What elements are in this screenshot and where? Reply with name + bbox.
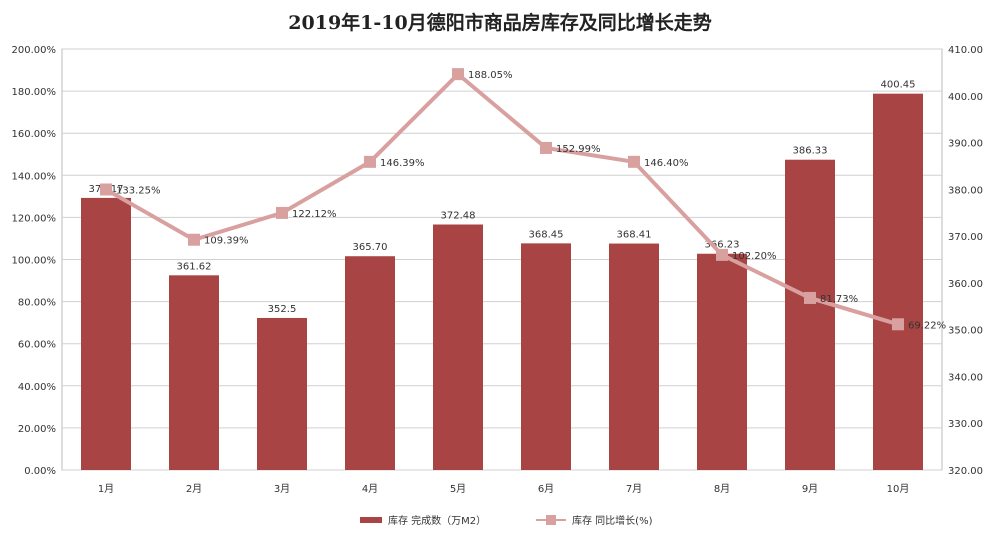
right-tick-label: 320.00 — [948, 466, 983, 477]
right-tick-label: 370.00 — [948, 232, 983, 243]
line-data-label: 133.25% — [116, 186, 161, 197]
left-tick-label: 200.00% — [12, 45, 57, 56]
right-tick-label: 380.00 — [948, 185, 983, 196]
bar — [257, 317, 307, 470]
right-tick-label: 360.00 — [948, 279, 983, 290]
left-tick-label: 120.00% — [12, 213, 57, 224]
left-tick-label: 180.00% — [12, 87, 57, 98]
line-data-label: 152.99% — [556, 144, 601, 155]
x-tick-label: 2月 — [186, 483, 202, 495]
bar-data-label: 366.23 — [705, 240, 740, 251]
left-tick-label: 0.00% — [24, 466, 56, 477]
left-tick-label: 100.00% — [12, 256, 57, 267]
line-data-label: 122.12% — [292, 209, 337, 220]
x-tick-label: 4月 — [362, 483, 378, 495]
bar-data-label: 372.48 — [441, 211, 476, 222]
line-data-label: 146.40% — [644, 158, 689, 169]
x-tick-label: 1月 — [98, 483, 114, 495]
bar-data-label: 400.45 — [881, 80, 916, 91]
line-data-label: 146.39% — [380, 158, 425, 169]
line-marker — [540, 141, 552, 154]
left-tick-label: 40.00% — [18, 382, 56, 393]
x-tick-label: 6月 — [538, 483, 554, 495]
x-tick-label: 8月 — [714, 483, 730, 495]
line-marker — [628, 155, 640, 168]
bar-data-label: 368.45 — [529, 229, 564, 240]
line-marker — [452, 68, 464, 81]
line-marker — [100, 183, 112, 196]
bar — [169, 275, 219, 470]
line-data-label: 81.73% — [820, 294, 858, 305]
line-marker — [364, 155, 376, 168]
left-tick-label: 140.00% — [12, 171, 57, 182]
bar-data-label: 365.70 — [353, 242, 388, 253]
bar — [433, 224, 483, 470]
line-data-label: 188.05% — [468, 70, 513, 81]
bar — [609, 243, 659, 470]
right-tick-label: 350.00 — [948, 326, 983, 337]
line-marker — [188, 233, 200, 246]
bar-data-label: 352.5 — [268, 304, 297, 315]
right-tick-label: 390.00 — [948, 139, 983, 150]
line-marker — [276, 206, 288, 219]
line-marker — [804, 291, 816, 304]
x-tick-label: 10月 — [887, 483, 910, 495]
left-tick-label: 20.00% — [18, 424, 56, 435]
line-data-label: 69.22% — [908, 320, 946, 331]
legend-line-label: 库存 同比增长(%) — [572, 514, 653, 527]
bar — [785, 159, 835, 470]
legend-bar-label: 库存 完成数（万M2） — [388, 514, 486, 527]
chart-title: 2019年1-10月德阳市商品房库存及同比增长走势 — [288, 12, 712, 34]
legend-line-marker — [546, 515, 556, 525]
line-data-label: 109.39% — [204, 236, 249, 247]
bar-data-label: 361.62 — [177, 261, 212, 272]
x-tick-label: 9月 — [802, 483, 818, 495]
bar-data-label: 368.41 — [617, 230, 652, 241]
bar-data-label: 386.33 — [793, 146, 828, 157]
bar — [345, 256, 395, 470]
legend-bar-swatch — [360, 517, 382, 523]
bar — [697, 253, 747, 470]
right-tick-label: 340.00 — [948, 372, 983, 383]
x-tick-label: 5月 — [450, 483, 466, 495]
bar — [873, 93, 923, 470]
line-marker — [892, 318, 904, 331]
bar — [521, 243, 571, 470]
x-tick-label: 7月 — [626, 483, 642, 495]
line-marker — [716, 248, 728, 261]
right-tick-label: 410.00 — [948, 45, 983, 56]
line-series — [105, 71, 899, 327]
x-tick-label: 3月 — [274, 483, 290, 495]
right-tick-label: 330.00 — [948, 419, 983, 430]
left-tick-label: 80.00% — [18, 298, 56, 309]
left-tick-label: 60.00% — [18, 340, 56, 351]
left-tick-label: 160.00% — [12, 129, 57, 140]
right-tick-label: 400.00 — [948, 92, 983, 103]
bar — [81, 197, 131, 470]
line-data-label: 102.20% — [732, 251, 777, 262]
